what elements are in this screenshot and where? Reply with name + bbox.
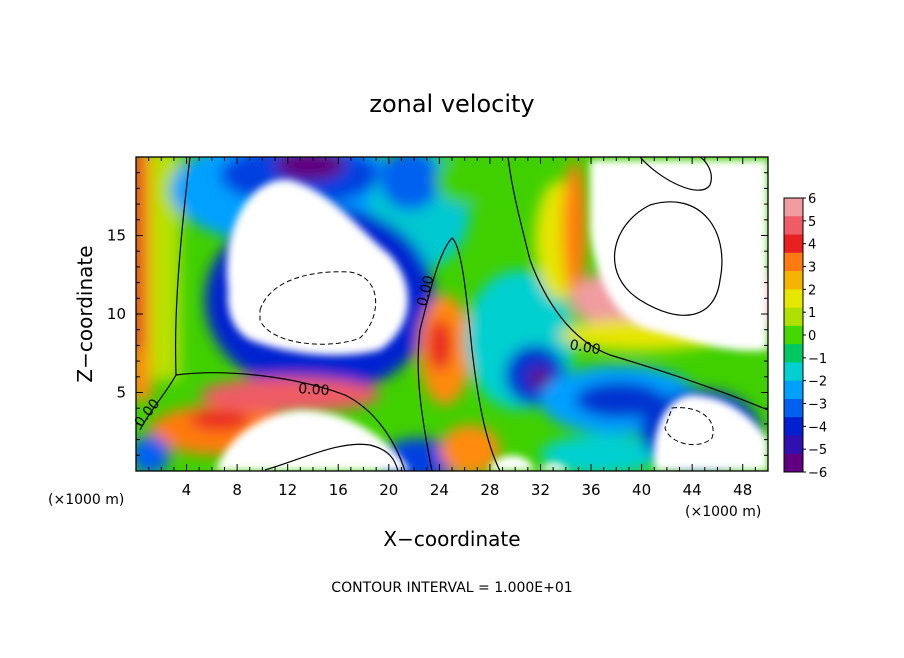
colorbar-tick-label: 3 [808,261,816,276]
velocity-field [136,157,768,471]
y-axis-ticks: 5 10 15 [107,156,768,472]
colorbar-swatch [784,398,803,418]
colorbar-swatch [784,362,803,382]
colorbar-swatch [784,435,803,455]
colorbar: 6 5 4 3 2 1 0 −1 −2 −3 −4 −5 −6 [783,192,827,481]
y-tick-label: 5 [116,384,126,402]
colorbar-tick-label: 0 [808,329,816,344]
dashed-contour-lines [259,271,714,446]
colorbar-tick-label: −6 [808,466,827,481]
contour-label: 0.00 [568,337,601,358]
contour-lines [139,157,768,471]
colorbar-swatch [784,198,803,217]
colorbar-tick-label: 2 [808,283,816,298]
chart-title: zonal velocity [369,90,534,118]
colorbar-tick-label: −2 [808,375,827,390]
colorbar-swatch [784,380,803,400]
x-unit-left: (×1000 m) [48,492,124,508]
colorbar-tick-label: 6 [808,192,816,207]
x-unit-right: (×1000 m) [685,504,761,520]
contour-interval: CONTOUR INTERVAL = 1.000E+01 [331,580,572,596]
x-tick-label: 40 [632,481,651,499]
contour-label: 0.00 [414,274,437,308]
colorbar-swatch [784,252,803,272]
colorbar-tick-label: −3 [808,398,827,413]
colorbar-tick-label: −4 [808,420,827,435]
y-tick-label: 10 [107,305,126,323]
colorbar-tick-label: 5 [808,215,816,230]
colorbar-swatch [784,453,803,473]
colorbar-swatch [784,417,803,436]
colorbar-swatch [784,271,803,290]
colorbar-swatch [784,234,803,254]
colorbar-swatch [784,307,803,327]
x-tick-label: 12 [278,481,297,499]
x-tick-label: 16 [329,481,348,499]
colorbar-tick-label: −5 [808,443,827,458]
x-tick-label: 44 [683,481,702,499]
y-axis-title: Z−coordinate [73,245,97,382]
x-axis-title: X−coordinate [383,527,520,551]
y-tick-label: 15 [107,227,126,245]
x-tick-label: 4 [182,481,192,499]
x-tick-label: 32 [531,481,550,499]
x-tick-label: 8 [232,481,242,499]
x-tick-label: 20 [379,481,398,499]
colorbar-swatch [784,344,803,363]
x-tick-label: 48 [733,481,752,499]
colorbar-swatch [784,289,803,309]
x-tick-label: 36 [581,481,600,499]
colorbar-swatch [784,325,803,345]
x-tick-label: 24 [430,481,449,499]
x-tick-label: 28 [480,481,499,499]
colorbar-tick-label: 1 [808,306,816,321]
colorbar-swatch [784,216,803,236]
colorbar-tick-label: −1 [808,352,827,367]
contour-label: 0.00 [298,381,330,399]
x-axis-ticks: 4 8 12 16 20 24 28 32 36 40 44 48 [135,157,769,499]
colorbar-tick-label: 4 [808,238,816,253]
